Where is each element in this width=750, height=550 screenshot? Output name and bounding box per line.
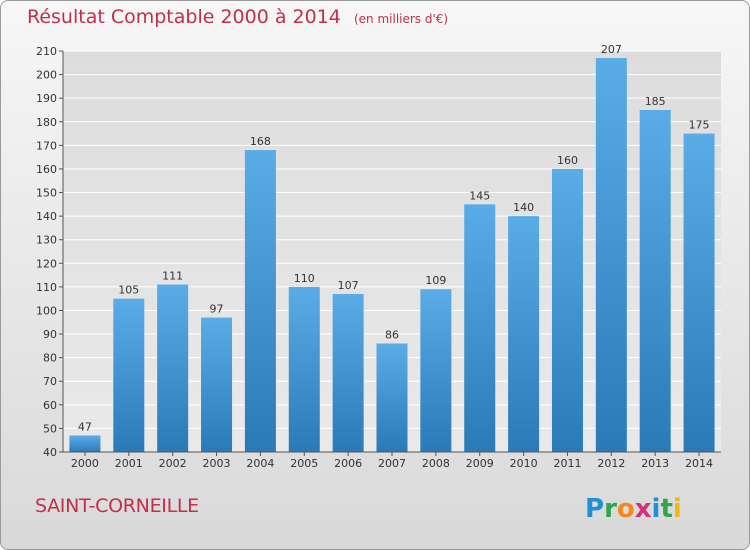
commune-name: SAINT-CORNEILLE	[35, 495, 199, 517]
y-tick-label: 50	[43, 422, 57, 435]
x-tick-label: 2011	[553, 457, 581, 470]
bar-2012	[595, 58, 627, 452]
x-tick-label: 2005	[290, 457, 318, 470]
bar-2011	[551, 168, 583, 453]
x-tick-label: 2001	[115, 457, 143, 470]
data-label: 110	[294, 272, 315, 285]
y-tick-label: 90	[43, 328, 57, 341]
bar-2000	[69, 435, 101, 452]
y-tick-label: 60	[43, 399, 57, 412]
data-label: 175	[689, 119, 710, 132]
bar-2008	[420, 289, 452, 452]
data-label: 140	[513, 201, 534, 214]
y-tick-label: 100	[36, 304, 57, 317]
x-tick-label: 2012	[597, 457, 625, 470]
x-tick-label: 2008	[422, 457, 450, 470]
data-label: 185	[645, 95, 666, 108]
y-tick-label: 170	[36, 139, 57, 152]
data-label: 107	[338, 279, 359, 292]
bar-2001	[113, 298, 145, 452]
y-tick-label: 110	[36, 281, 57, 294]
bar-2004	[244, 150, 276, 452]
proxiti-logo: Proxiti	[585, 488, 695, 528]
data-label: 47	[78, 420, 92, 433]
y-tick-label: 190	[36, 92, 57, 105]
y-tick-label: 70	[43, 375, 57, 388]
y-tick-label: 200	[36, 69, 57, 82]
y-tick-label: 130	[36, 234, 57, 247]
svg-text:Proxiti: Proxiti	[585, 494, 682, 524]
bar-2007	[376, 343, 408, 452]
bar-2013	[639, 109, 671, 453]
chart-title-block: Résultat Comptable 2000 à 2014 (en milli…	[27, 6, 448, 28]
y-tick-label: 40	[43, 446, 57, 459]
data-label: 145	[469, 189, 490, 202]
data-label: 168	[250, 135, 271, 148]
data-label: 111	[162, 270, 183, 283]
data-label: 105	[118, 284, 139, 297]
data-label: 109	[425, 274, 446, 287]
x-tick-label: 2003	[203, 457, 231, 470]
data-label: 207	[601, 43, 622, 56]
x-tick-label: 2000	[71, 457, 99, 470]
x-tick-label: 2013	[641, 457, 669, 470]
y-tick-label: 120	[36, 257, 57, 270]
bar-2003	[201, 317, 233, 452]
x-tick-label: 2014	[685, 457, 713, 470]
y-tick-label: 150	[36, 187, 57, 200]
y-tick-label: 180	[36, 116, 57, 129]
bar-2005	[288, 286, 320, 452]
chart-unit: (en milliers d'€)	[353, 12, 449, 26]
bar-2002	[157, 284, 189, 452]
bar-2014	[683, 133, 715, 452]
x-tick-label: 2004	[246, 457, 274, 470]
x-tick-label: 2007	[378, 457, 406, 470]
data-label: 160	[557, 154, 578, 167]
y-tick-label: 140	[36, 210, 57, 223]
x-tick-label: 2002	[159, 457, 187, 470]
y-tick-label: 80	[43, 352, 57, 365]
y-tick-label: 210	[36, 45, 57, 58]
data-label: 86	[385, 328, 399, 341]
y-tick-label: 160	[36, 163, 57, 176]
bar-2006	[332, 293, 364, 452]
x-tick-label: 2010	[510, 457, 538, 470]
bar-2009	[464, 204, 496, 452]
data-label: 97	[210, 303, 224, 316]
chart-title: Résultat Comptable 2000 à 2014	[27, 6, 341, 28]
x-tick-label: 2009	[466, 457, 494, 470]
bar-2010	[508, 216, 540, 452]
x-tick-label: 2006	[334, 457, 362, 470]
